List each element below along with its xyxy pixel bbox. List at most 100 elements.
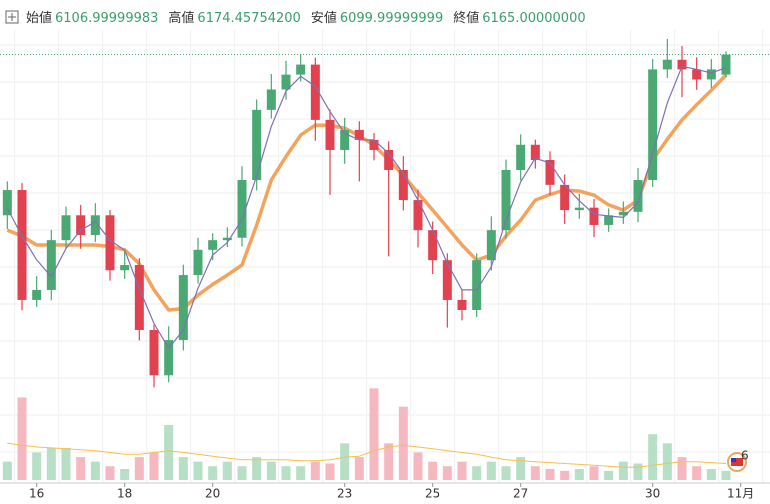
- volume-bar: [208, 466, 218, 480]
- collapse-button[interactable]: [5, 10, 19, 24]
- volume-bar: [457, 461, 467, 480]
- x-tick-label: 11月: [727, 487, 754, 501]
- ma-fast-line: [6, 65, 727, 349]
- volume-bar: [252, 457, 262, 480]
- ohlc-label: 始値: [26, 10, 52, 26]
- volume-bar: [530, 466, 540, 480]
- badge-count: 6: [741, 449, 749, 463]
- candle-body: [692, 69, 702, 80]
- volume-bar: [516, 457, 526, 480]
- candle-body: [604, 215, 614, 225]
- volume-bar: [618, 461, 628, 480]
- x-tick-label: 18: [117, 487, 132, 501]
- candle-body: [545, 159, 555, 185]
- volume-bar: [648, 434, 658, 480]
- candle-body: [222, 237, 232, 241]
- volume-bar: [354, 457, 364, 480]
- volume-bar: [589, 466, 599, 480]
- volume-bar: [501, 466, 511, 480]
- candle-body: [677, 59, 687, 70]
- volume-bar: [486, 461, 496, 480]
- candle-body: [310, 64, 320, 120]
- volume-bar: [310, 461, 320, 480]
- candle-body: [76, 215, 86, 235]
- volume-bar: [428, 461, 438, 480]
- candle-body: [325, 119, 335, 150]
- candle-body: [618, 211, 628, 216]
- candle-body: [296, 64, 306, 75]
- volume-bar: [76, 457, 86, 480]
- volume-bar: [164, 425, 174, 480]
- candle-body: [721, 54, 731, 75]
- volume-bar: [340, 443, 350, 480]
- candle-body: [61, 215, 71, 241]
- x-tick-label: 23: [337, 487, 352, 501]
- ohlc-value: 6174.45754200: [197, 11, 300, 26]
- volume-bar: [149, 452, 159, 480]
- candle-body: [354, 129, 364, 140]
- candle-body: [428, 230, 438, 261]
- candle-body: [516, 144, 526, 170]
- candle-body: [208, 240, 218, 250]
- candle-body: [17, 190, 27, 300]
- flag-icon: [731, 458, 736, 462]
- candle-body: [648, 69, 658, 181]
- volume-bar: [442, 466, 452, 480]
- volume-bar: [545, 469, 555, 480]
- volume-bar: [384, 443, 394, 480]
- candle-body: [398, 170, 408, 201]
- x-tick-label: 30: [645, 487, 660, 501]
- volume-bar: [46, 447, 56, 480]
- volume-bar: [633, 463, 643, 480]
- volume-ma-line: [7, 442, 727, 468]
- x-tick-label: 27: [513, 487, 528, 501]
- candle-body: [164, 340, 174, 376]
- candle-body: [90, 215, 100, 235]
- candle-body: [252, 109, 262, 181]
- ohlc-label: 終値: [453, 10, 479, 26]
- volume-bar: [281, 466, 291, 480]
- volume-bar: [325, 463, 335, 480]
- volume-bar: [472, 466, 482, 480]
- ohlc-label: 高値: [168, 10, 194, 26]
- volume-bar: [222, 461, 232, 480]
- candle-body: [530, 144, 540, 160]
- candle-body: [501, 170, 511, 231]
- ohlc-label: 安値: [311, 10, 337, 26]
- volume-bar: [90, 461, 100, 480]
- grid: [0, 30, 770, 483]
- volume-bar: [61, 447, 71, 480]
- volume-bar: [32, 452, 42, 480]
- flag-icon: [731, 458, 743, 466]
- candle-body: [2, 190, 12, 216]
- ohlc-header: 始値 6106.99999983 高値 6174.45754200 安値 6099.999…: [26, 10, 586, 26]
- candle-body: [589, 207, 599, 225]
- candle-body: [633, 180, 643, 212]
- volume-bar: [134, 457, 144, 480]
- candle-body: [281, 74, 291, 90]
- candle-body: [149, 330, 159, 376]
- x-tick-label: 16: [29, 487, 44, 501]
- candle-body: [413, 200, 423, 231]
- candle-body: [134, 265, 144, 331]
- candle-body: [486, 230, 496, 261]
- candle-body: [457, 299, 467, 310]
- volume-bar: [2, 461, 12, 480]
- volume-bar: [237, 466, 247, 480]
- candle-body: [193, 249, 203, 276]
- candle-body: [706, 69, 716, 80]
- volume-bar: [193, 461, 203, 480]
- candle-body: [384, 149, 394, 170]
- candle-body: [560, 184, 570, 211]
- volume-bar: [721, 470, 731, 480]
- volume-bar: [662, 443, 672, 480]
- candle-body: [369, 139, 379, 150]
- candle-body: [266, 89, 276, 110]
- x-tick-label: 20: [205, 487, 220, 501]
- volume-bar: [574, 469, 584, 480]
- candle-body: [46, 240, 56, 290]
- volume-bar: [413, 452, 423, 480]
- volume-bar: [120, 469, 130, 480]
- volume-bar: [604, 470, 614, 480]
- volume-bar: [560, 470, 570, 480]
